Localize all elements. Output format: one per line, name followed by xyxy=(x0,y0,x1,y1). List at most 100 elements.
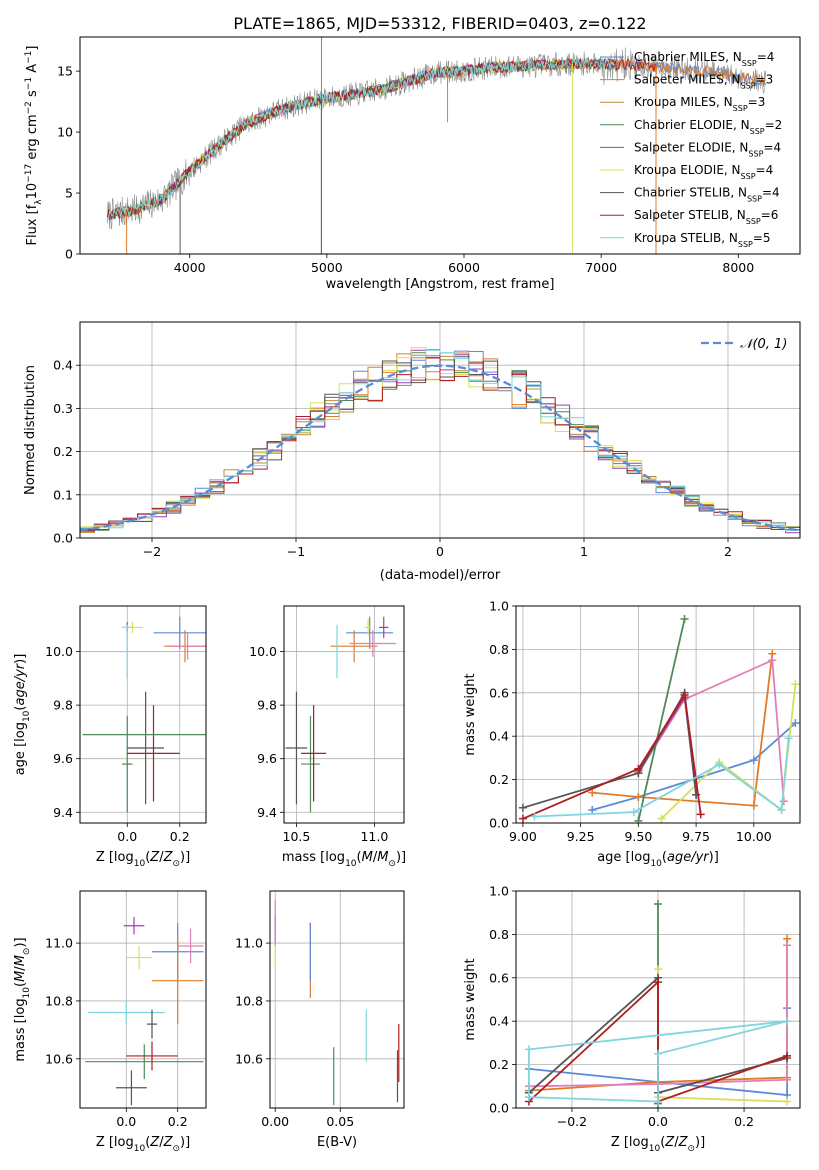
legend-entry-sub: SSP xyxy=(733,104,748,113)
legend-entry: Kroupa MILES, NSSP=3 xyxy=(634,95,765,113)
weight_vs_age-point-marker xyxy=(634,764,643,773)
mass_vs_Z-xlabel-part: Z xyxy=(163,1135,174,1150)
age_vs_mass-xlabel-part: 10 xyxy=(345,859,357,869)
age_vs_Z-xlabel-part: )] xyxy=(180,850,190,865)
weight_vs_age-chart: 9.00 9.25 9.50 9.75 10.00 0.0 0.2 0.4 0.6 0.8 1.0 a… xyxy=(463,599,801,869)
weight_vs_Z-ytick-label: 0.8 xyxy=(489,927,509,942)
weight_vs_age-xtick-label: 10.00 xyxy=(736,829,772,844)
age_vs_mass-frame xyxy=(283,605,405,824)
mass_vs_Z-ylabel-part: ⊙ xyxy=(22,948,32,956)
mass_vs_Z-ylabel-part: / xyxy=(13,966,28,971)
mass_vs_Z-xlabel-part: ⊙ xyxy=(172,1144,180,1154)
weight_vs_age-ytick-label: 1.0 xyxy=(489,599,509,614)
mass_vs_Z-xlabel-part: / xyxy=(159,1135,164,1150)
weight_vs_age-point-marker xyxy=(768,656,777,665)
mass_vs_Z-xtick-label: 0.0 xyxy=(116,1114,136,1129)
weight_vs_age-point-marker xyxy=(518,814,527,823)
residuals-xlabel-part: (data-model)/error xyxy=(380,568,501,583)
age_vs_mass-ytick-label: 9.6 xyxy=(257,751,277,766)
weight_vs_Z-point-marker xyxy=(524,1045,533,1054)
legend-entry-sub: SSP xyxy=(741,81,756,90)
age_vs_Z-ylabel-part: )] xyxy=(13,654,28,664)
age_vs_Z-ytick-label: 9.4 xyxy=(53,805,73,820)
weight_vs_Z-ytick-label: 0.0 xyxy=(489,1101,509,1116)
weight_vs_age-point-marker xyxy=(784,734,793,743)
weight_vs_Z-point-marker xyxy=(654,900,662,909)
mass_vs_Z-frame xyxy=(79,890,207,1109)
spectrum-xlabel-part: wavelength [Angstrom, rest frame] xyxy=(326,277,555,292)
weight_vs_Z-point-marker xyxy=(654,965,662,974)
age_vs_mass-xlabel: mass [log10(M/M⊙)] xyxy=(282,850,406,869)
weight_vs_Z-point-marker xyxy=(783,941,792,950)
weight_vs_Z-point-marker xyxy=(783,1051,792,1060)
weight_vs_age-point-marker xyxy=(518,803,527,812)
mass_vs_Z-xlabel-part: Z [log xyxy=(96,1135,134,1150)
age_vs_mass-xlabel-part: ( xyxy=(357,850,362,865)
legend-entry-main: Chabrier MILES, N xyxy=(634,50,742,64)
residuals-xtick-label: −1 xyxy=(287,544,305,559)
residuals-ytick-label: 0.4 xyxy=(53,358,73,373)
weight_vs_age-point-marker xyxy=(791,719,800,728)
spectrum-ylabel-part: −17 xyxy=(24,164,34,183)
mass_vs_Z-ytick-label: 10.8 xyxy=(45,993,73,1008)
figure-title: PLATE=1865, MJD=53312, FIBERID=0403, z=0… xyxy=(233,14,646,33)
mass_vs_Z-ylabel: mass [log10(M/M⊙)] xyxy=(13,937,32,1061)
residuals-ytick-label: 0.0 xyxy=(53,531,73,546)
mass_vs_Z-xlabel-part: 10 xyxy=(134,1144,146,1154)
spectrum-ylabel-part: λ xyxy=(34,199,44,205)
legend-entry-sub: SSP xyxy=(741,172,756,181)
weight_vs_age-point-marker xyxy=(749,801,758,810)
weight_vs_age-frame xyxy=(515,605,801,824)
spectrum-ytick-label: 0 xyxy=(65,247,73,262)
spectrum-xtick-label: 4000 xyxy=(174,260,206,275)
legend-entry-main: Salpeter STELIB, N xyxy=(634,208,746,222)
spectrum-data-line xyxy=(107,47,766,230)
mass_vs_ebv-xlabel: E(B-V) xyxy=(317,1135,357,1150)
age_vs_Z-xtick-label: 0.2 xyxy=(170,829,190,844)
weight_vs_Z-point-marker xyxy=(524,1093,533,1102)
weight_vs_Z-point-marker xyxy=(783,1017,792,1026)
weight_vs_age-ytick-label: 0.6 xyxy=(489,685,509,700)
legend-entry-tail: =4 xyxy=(762,186,780,200)
mass_vs_Z-ytick-label: 10.6 xyxy=(45,1051,73,1066)
age_vs_Z-xlabel-part: / xyxy=(159,850,164,865)
weight_vs_age-point-marker xyxy=(779,797,788,806)
weight_vs_Z-ylabel: mass weight xyxy=(463,958,478,1040)
weight_vs_Z-ylabel-part: mass weight xyxy=(463,958,478,1040)
spectrum-series-line xyxy=(107,57,615,221)
spectrum-ylabel-part: 10 xyxy=(25,183,40,200)
weight_vs_age-point-marker xyxy=(715,760,724,769)
weight_vs_age-xtick-label: 9.75 xyxy=(682,829,710,844)
weight_vs_age-point-marker xyxy=(777,805,786,814)
residuals-ylabel: Normed distribution xyxy=(23,365,38,495)
age_vs_mass-xlabel-part: ⊙ xyxy=(388,859,396,869)
weight_vs_Z-xlabel-part: 10 xyxy=(649,1144,661,1154)
weight_vs_age-xlabel-part: )] xyxy=(709,850,719,865)
weight_vs_age-xlabel-part: 10 xyxy=(650,859,662,869)
legend-entry-tail: =6 xyxy=(761,208,779,222)
spectrum-ylabel-part: ] xyxy=(25,46,40,51)
age_vs_mass-xlabel-part: mass [log xyxy=(282,850,345,865)
legend-entry-main: Kroupa ELODIE, N xyxy=(634,163,741,177)
weight_vs_age-point-marker xyxy=(634,792,643,801)
mass_vs_Z-xlabel-part: )] xyxy=(180,1135,190,1150)
legend-entry-tail: =4 xyxy=(757,50,775,64)
age_vs_mass-ytick-label: 9.8 xyxy=(257,698,277,713)
weight_vs_age-point-marker xyxy=(629,808,638,817)
legend-entry: Salpeter MILES, NSSP=3 xyxy=(634,73,773,91)
weight_vs_age-ytick-label: 0.4 xyxy=(489,729,509,744)
mass_vs_Z-ylabel-part: mass [log xyxy=(13,998,28,1061)
legend-entry-tail: =5 xyxy=(753,231,771,245)
spectrum-ytick-label: 10 xyxy=(57,125,73,140)
mass_vs_ebv-ytick-label: 10.6 xyxy=(235,1051,263,1066)
legend-entry-sub: SSP xyxy=(750,126,765,135)
residuals-xlabel: (data-model)/error xyxy=(380,568,501,583)
spectrum-ylabel-part: −1 xyxy=(24,51,34,64)
weight_vs_age-xlabel-part: ( xyxy=(662,850,667,865)
age_vs_Z-chart: 0.0 0.29.49.69.810.0Z [log10(Z/Z⊙)]age [l… xyxy=(13,605,207,869)
weight_vs_Z-xlabel-part: )] xyxy=(695,1135,705,1150)
spectrum-xtick-label: 5000 xyxy=(311,260,343,275)
residuals-ytick-label: 0.3 xyxy=(53,401,73,416)
